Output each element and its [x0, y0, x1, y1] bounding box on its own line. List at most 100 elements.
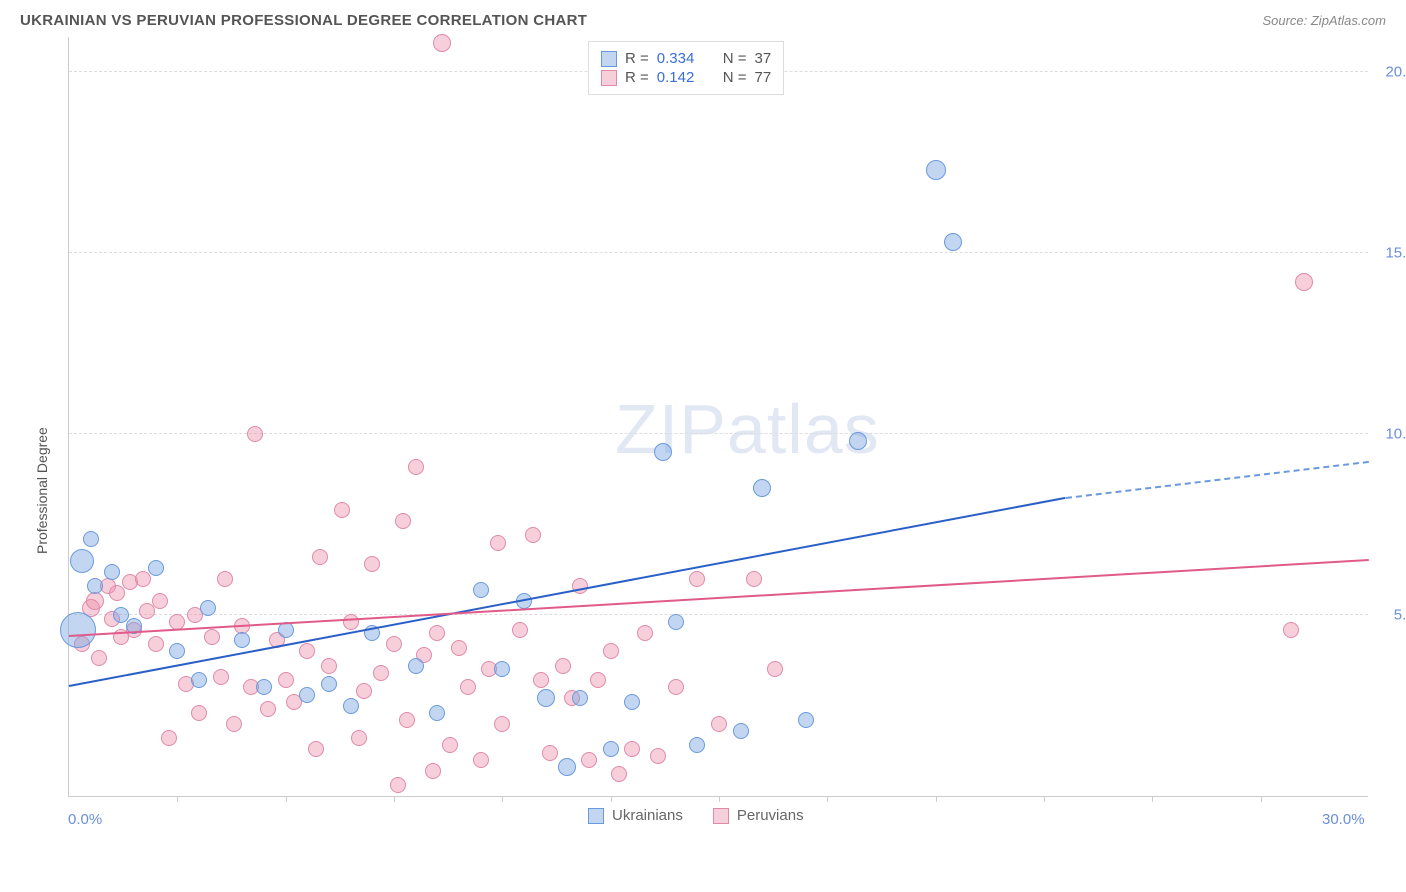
scatter-point-ukrainians — [654, 443, 672, 461]
scatter-point-peruvians — [308, 741, 324, 757]
x-tick — [1152, 796, 1153, 802]
scatter-point-peruvians — [689, 571, 705, 587]
scatter-point-peruvians — [152, 593, 168, 609]
scatter-point-ukrainians — [849, 432, 867, 450]
scatter-point-ukrainians — [234, 632, 250, 648]
scatter-point-peruvians — [542, 745, 558, 761]
scatter-point-peruvians — [312, 549, 328, 565]
n-label: N = — [723, 50, 747, 67]
scatter-point-peruvians — [321, 658, 337, 674]
scatter-point-ukrainians — [299, 687, 315, 703]
bottom-legend: Ukrainians Peruvians — [588, 807, 804, 824]
x-tick — [936, 796, 937, 802]
y-axis-label: Professional Degree — [34, 427, 50, 554]
scatter-point-peruvians — [86, 592, 104, 610]
x-tick — [719, 796, 720, 802]
stats-row-ukrainians: R =0.334N =37 — [601, 50, 771, 67]
x-axis-min-label: 0.0% — [68, 811, 102, 828]
scatter-point-peruvians — [386, 636, 402, 652]
scatter-point-ukrainians — [689, 737, 705, 753]
scatter-point-peruvians — [351, 730, 367, 746]
trendline-extrapolated — [1066, 461, 1370, 499]
scatter-point-peruvians — [767, 661, 783, 677]
x-axis-max-label: 30.0% — [1322, 811, 1365, 828]
scatter-point-peruvians — [746, 571, 762, 587]
scatter-point-ukrainians — [104, 564, 120, 580]
r-label: R = — [625, 50, 649, 67]
scatter-point-peruvians — [1295, 273, 1313, 291]
scatter-point-peruvians — [334, 502, 350, 518]
scatter-point-peruvians — [1283, 622, 1299, 638]
swatch-ukrainians — [601, 51, 617, 67]
scatter-point-peruvians — [572, 578, 588, 594]
scatter-point-ukrainians — [200, 600, 216, 616]
scatter-point-peruvians — [364, 556, 380, 572]
scatter-point-peruvians — [512, 622, 528, 638]
stats-legend-box: R =0.334N =37R =0.142N =77 — [588, 41, 784, 95]
scatter-point-ukrainians — [148, 560, 164, 576]
scatter-point-peruvians — [611, 766, 627, 782]
watermark-bold: ZIP — [615, 390, 727, 468]
legend-label: Peruvians — [737, 807, 804, 824]
plot-region: ZIPatlas 5.0%10.0%15.0%20.0% — [68, 37, 1368, 797]
x-tick — [827, 796, 828, 802]
x-tick — [394, 796, 395, 802]
scatter-point-peruvians — [624, 741, 640, 757]
n-value: 77 — [755, 69, 772, 86]
scatter-point-peruvians — [525, 527, 541, 543]
gridline — [69, 614, 1368, 615]
scatter-point-peruvians — [433, 34, 451, 52]
scatter-point-ukrainians — [256, 679, 272, 695]
x-tick — [1044, 796, 1045, 802]
scatter-point-peruvians — [343, 614, 359, 630]
scatter-point-peruvians — [490, 535, 506, 551]
scatter-point-ukrainians — [494, 661, 510, 677]
scatter-point-peruvians — [191, 705, 207, 721]
scatter-point-peruvians — [533, 672, 549, 688]
source-link[interactable]: ZipAtlas.com — [1311, 13, 1386, 28]
gridline — [69, 252, 1368, 253]
scatter-point-ukrainians — [798, 712, 814, 728]
scatter-point-peruvians — [217, 571, 233, 587]
scatter-point-peruvians — [260, 701, 276, 717]
r-label: R = — [625, 69, 649, 86]
scatter-point-ukrainians — [321, 676, 337, 692]
scatter-point-peruvians — [668, 679, 684, 695]
chart-header: UKRAINIAN VS PERUVIAN PROFESSIONAL DEGRE… — [0, 0, 1406, 37]
scatter-point-ukrainians — [83, 531, 99, 547]
n-label: N = — [723, 69, 747, 86]
scatter-point-peruvians — [637, 625, 653, 641]
scatter-point-ukrainians — [753, 479, 771, 497]
scatter-point-peruvians — [148, 636, 164, 652]
scatter-point-ukrainians — [408, 658, 424, 674]
scatter-point-peruvians — [213, 669, 229, 685]
scatter-point-ukrainians — [537, 689, 555, 707]
scatter-point-peruvians — [555, 658, 571, 674]
scatter-point-peruvians — [650, 748, 666, 764]
y-tick-label: 5.0% — [1394, 607, 1406, 624]
scatter-point-ukrainians — [572, 690, 588, 706]
scatter-point-ukrainians — [668, 614, 684, 630]
scatter-point-peruvians — [373, 665, 389, 681]
scatter-point-peruvians — [460, 679, 476, 695]
chart-title: UKRAINIAN VS PERUVIAN PROFESSIONAL DEGRE… — [20, 12, 587, 29]
scatter-point-ukrainians — [558, 758, 576, 776]
x-tick — [177, 796, 178, 802]
scatter-point-ukrainians — [60, 612, 96, 648]
x-tick — [611, 796, 612, 802]
y-tick-label: 15.0% — [1385, 245, 1406, 262]
scatter-point-peruvians — [161, 730, 177, 746]
n-value: 37 — [755, 50, 772, 67]
scatter-point-ukrainians — [343, 698, 359, 714]
scatter-point-peruvians — [135, 571, 151, 587]
legend-item-ukrainians[interactable]: Ukrainians — [588, 807, 683, 824]
scatter-point-peruvians — [395, 513, 411, 529]
scatter-point-ukrainians — [429, 705, 445, 721]
scatter-point-ukrainians — [733, 723, 749, 739]
y-tick-label: 20.0% — [1385, 64, 1406, 81]
scatter-point-ukrainians — [926, 160, 946, 180]
scatter-point-ukrainians — [169, 643, 185, 659]
scatter-point-peruvians — [399, 712, 415, 728]
legend-item-peruvians[interactable]: Peruvians — [713, 807, 804, 824]
x-tick — [1261, 796, 1262, 802]
